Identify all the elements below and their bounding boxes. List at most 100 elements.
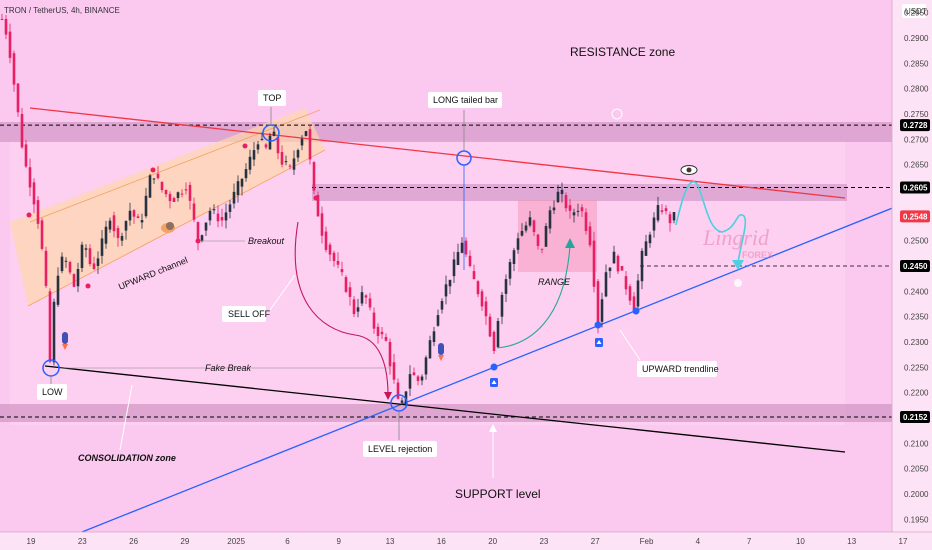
candle (348, 281, 352, 306)
candle (444, 275, 448, 305)
candle (332, 250, 336, 267)
candle (132, 209, 136, 224)
candle (216, 205, 220, 228)
x-tick-label: 27 (591, 537, 600, 546)
candle (440, 298, 444, 314)
candle (476, 280, 480, 298)
y-tick-label: 0.2000 (904, 490, 929, 499)
level-rejection-label-box: LEVEL rejection (363, 441, 437, 457)
candle (408, 365, 412, 397)
candle (304, 130, 308, 137)
candle (364, 294, 368, 304)
candle (336, 252, 340, 269)
price-label-badge (900, 410, 930, 423)
up-arrow-glyph-icon (596, 340, 602, 344)
candle (32, 178, 36, 214)
candle (592, 231, 596, 293)
consolidation-pointer (119, 384, 133, 451)
x-tick-label: 19 (27, 537, 36, 546)
symbol-title: TRON / TetherUS, 4h, BINANCE (4, 6, 120, 15)
candle (28, 158, 32, 197)
candle (212, 204, 216, 215)
candle (72, 273, 76, 288)
trendline-touch-dot-3 (632, 307, 640, 315)
candle (556, 184, 560, 203)
y-tick-label: 0.2050 (904, 465, 929, 474)
price-label-badge (900, 181, 930, 194)
candle (196, 221, 200, 251)
svg-text:LOW: LOW (42, 387, 63, 397)
y-tick-label: 0.2750 (904, 110, 929, 119)
x-tick-label: 2025 (227, 537, 245, 546)
channel-dot (150, 167, 156, 173)
candle (280, 145, 284, 168)
candle (228, 199, 232, 219)
svg-text:SELL OFF: SELL OFF (228, 309, 271, 319)
x-tick-label: 6 (285, 537, 290, 546)
y-tick-label: 0.2100 (904, 439, 929, 448)
candle (412, 367, 416, 376)
candle (428, 335, 432, 360)
resistance-trendline (29, 107, 846, 199)
time-axis: 19 23 26 29 2025 6 9 13 16 20 23 27 Feb 4 7 10 13 17 (0, 531, 932, 550)
candle (540, 248, 544, 254)
candle (192, 197, 196, 223)
sell-off-pointer (269, 274, 296, 311)
candle (112, 211, 116, 238)
candle (392, 353, 396, 384)
candle (480, 288, 484, 311)
price-label: 0.2548 (903, 212, 928, 221)
candle (252, 142, 256, 167)
candle (504, 274, 508, 302)
candle (308, 125, 312, 165)
rocket-icon (438, 343, 444, 355)
candle (128, 202, 132, 226)
candle (328, 242, 332, 262)
upward-channel-upper (29, 109, 321, 223)
candle (380, 327, 384, 340)
y-tick-label: 0.2200 (904, 389, 929, 398)
candle (224, 203, 228, 229)
y-tick-label: 0.2500 (904, 237, 929, 246)
x-tick-label: 10 (796, 537, 805, 546)
candle (536, 233, 540, 250)
upward-trendline-pointer (619, 329, 641, 361)
candle (68, 260, 72, 275)
candle (8, 23, 12, 64)
sell-off-arrowhead (384, 392, 392, 400)
candle (520, 223, 524, 237)
rocket-flame-icon (62, 344, 68, 350)
y-tick-label: 0.2400 (904, 287, 929, 296)
watermark-logo: Lingrid (702, 225, 770, 250)
candle (448, 279, 452, 294)
rocket-flame-icon (438, 355, 444, 361)
upward-trendline-label-box: UPWARD trendline (637, 361, 719, 377)
candle (416, 375, 420, 386)
candle (672, 211, 676, 224)
candle (4, 14, 8, 40)
y-tick-label: 0.2300 (904, 338, 929, 347)
channel-dot (195, 238, 201, 244)
range-curve-arrow (496, 244, 571, 349)
y-tick-label: 0.2650 (904, 161, 929, 170)
candle (0, 13, 4, 21)
candle (580, 204, 584, 218)
price-label: 0.2152 (903, 413, 928, 422)
candle (40, 217, 44, 251)
candle (84, 244, 88, 258)
candle (300, 135, 304, 151)
y-tick-label: 0.2700 (904, 135, 929, 144)
candle (352, 296, 356, 318)
candle (496, 317, 500, 348)
candle (44, 246, 48, 289)
candle (16, 82, 20, 117)
candle (24, 139, 28, 169)
candle (100, 230, 104, 264)
price-label: 0.2728 (903, 121, 928, 130)
candle (624, 270, 628, 295)
candle (288, 164, 292, 170)
snail-shell-icon (166, 222, 174, 230)
candle (20, 107, 24, 149)
candle (284, 155, 288, 166)
